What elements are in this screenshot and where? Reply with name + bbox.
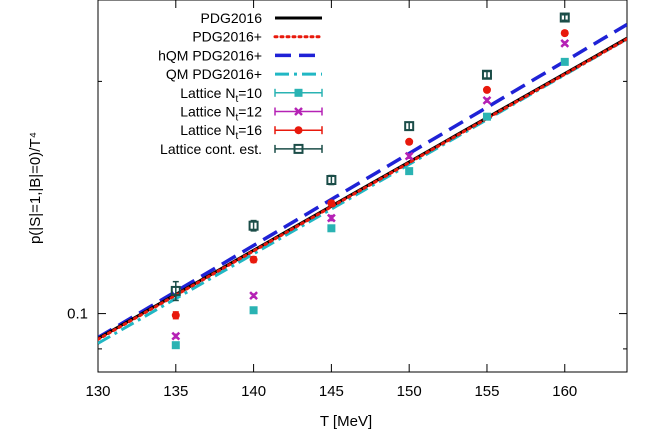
data-point	[171, 341, 180, 350]
legend-marker	[294, 107, 303, 116]
data-point	[405, 137, 414, 146]
legend-label: Lattice Nt=10	[180, 85, 262, 105]
data-point	[559, 12, 570, 23]
data-point	[482, 112, 491, 121]
data-point	[404, 151, 414, 161]
data-point	[327, 224, 336, 233]
series-line	[98, 37, 627, 345]
x-tick-label: 130	[85, 383, 110, 400]
point-series	[171, 29, 569, 320]
series-lines	[98, 23, 627, 345]
x-tick-label: 135	[163, 383, 188, 400]
plot-area: 130 135 140 145 150 155 160 0.1	[67, 0, 628, 400]
legend-label: Lattice Nt=12	[180, 104, 262, 124]
data-point	[560, 29, 569, 38]
legend-label: PDG2016	[201, 10, 263, 26]
data-point	[481, 69, 492, 80]
point-series	[171, 39, 570, 341]
x-axis-label: T [MeV]	[320, 413, 372, 430]
legend-label: Lattice cont. est.	[160, 141, 262, 157]
legend-label: QM PDG2016+	[166, 66, 262, 82]
plot-frame	[97, 0, 628, 373]
series-line	[98, 37, 627, 341]
legend-marker	[294, 88, 303, 97]
series-line	[98, 23, 627, 340]
x-tick-label: 150	[397, 383, 422, 400]
data-point	[326, 213, 336, 223]
data-point	[249, 306, 258, 315]
data-point	[170, 285, 181, 296]
x-tick-label: 155	[474, 383, 499, 400]
data-point	[482, 95, 492, 105]
data-point	[249, 291, 258, 301]
legend-marker	[294, 126, 303, 135]
data-point	[405, 167, 414, 176]
legend-label: hQM PDG2016+	[158, 47, 262, 63]
legend-label: Lattice Nt=16	[180, 122, 262, 142]
legend: PDG2016 PDG2016+ hQM PDG2016+ QM PDG2016+ La…	[158, 10, 324, 157]
data-point	[249, 255, 258, 264]
data-point	[171, 331, 181, 341]
x-tick-label: 145	[319, 383, 344, 400]
data-point	[171, 311, 180, 320]
y-tick-label: 0.1	[67, 306, 88, 323]
y-axis-label: p(|S|=1,|B|=0)/T⁴	[27, 132, 44, 244]
data-point	[404, 121, 415, 132]
legend-label: PDG2016+	[192, 29, 262, 45]
data-point	[560, 39, 570, 48]
data-point	[560, 57, 569, 66]
data-point	[327, 199, 336, 208]
x-tick-label: 160	[552, 383, 577, 400]
legend-marker	[293, 143, 304, 154]
data-point	[482, 85, 491, 94]
point-series	[171, 57, 569, 350]
data-point	[326, 175, 337, 186]
x-tick-label: 140	[241, 383, 266, 400]
point-series	[170, 12, 570, 302]
data-point	[248, 220, 259, 231]
